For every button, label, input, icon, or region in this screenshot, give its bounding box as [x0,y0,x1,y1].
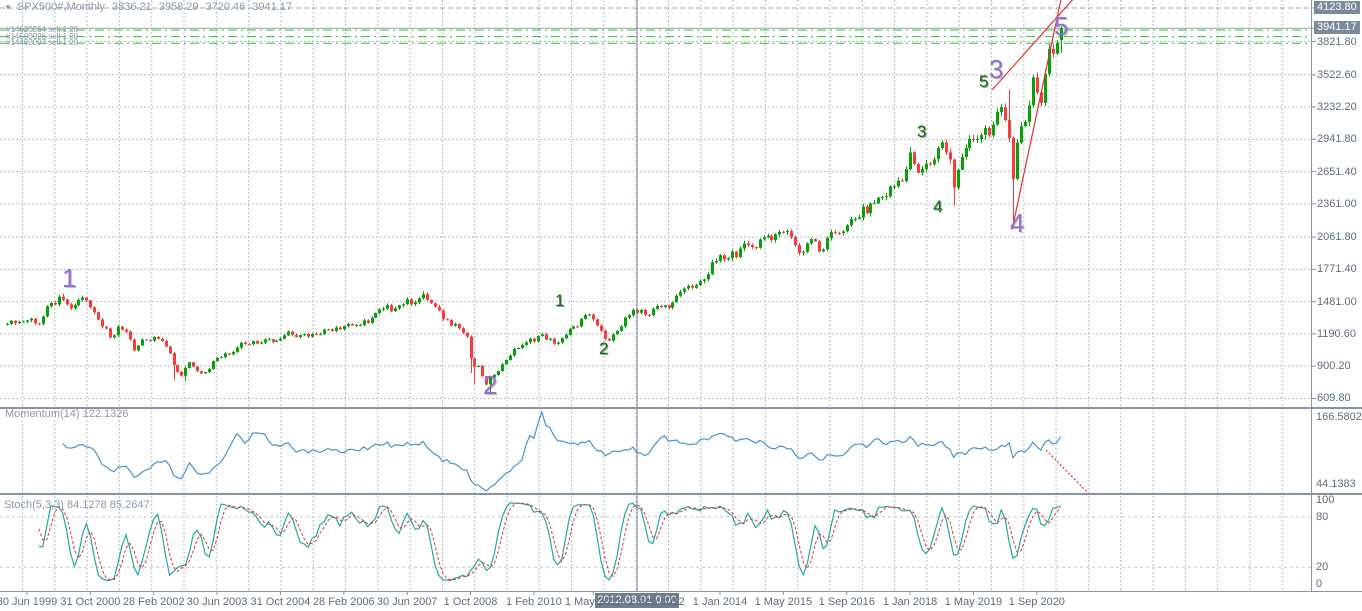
time-axis-label: 1 Sep 2016 [818,596,875,608]
time-axis-label: 1 Jan 2014 [692,596,748,608]
symbol-dropdown-icon[interactable]: ▼ [4,2,12,12]
price-axis-tick-label: 1190.60 [1317,327,1356,340]
price-axis-tick-label: 3232.20 [1317,101,1357,114]
price-axis-chip: 3941.17 [1314,21,1360,35]
ohlc-close: 3941.17 [252,1,293,13]
ohlc-high: 3958.29 [158,1,199,13]
momentum-indicator-label: Momentum(14) 122.1326 [5,408,129,420]
price-axis-tick-label: 3522.60 [1317,68,1357,81]
time-axis-label: 28 Feb 2002 [122,596,185,608]
wave-label-green: 4 [933,197,943,216]
wave-label-purple: 5 [1054,11,1069,41]
time-axis-label: 1 Feb 2010 [506,596,562,608]
price-axis-chip: 4123.80 [1314,1,1360,14]
price-axis-tick-label: 2941.80 [1317,133,1357,146]
wave-label-purple: 1 [62,263,77,293]
price-axis-tick-label: 2651.40 [1317,165,1357,178]
time-axis-label: 1 May 2015 [754,596,813,608]
time-axis-label: 30 Jun 2007 [376,596,438,608]
time-axis-label: 30 Jun 1999 [0,596,58,608]
wave-label-purple: 3 [989,54,1004,84]
time-axis-label: 1 May 2019 [944,596,1003,608]
chart-header: ▼ SPX500#,Monthly 3836.21 3958.29 3720.4… [4,1,292,13]
time-axis-label: 1 Jan 2018 [882,596,938,608]
time-axis-label: 30 Jun 2003 [186,596,248,608]
price-axis-tick-label: 1481.00 [1317,295,1357,308]
stoch-scale-label: 80 [1316,510,1329,523]
symbol-timeframe-label: SPX500#,Monthly [16,1,105,13]
ohlc-low: 3720.46 [205,1,246,13]
time-axis-label: 31 Oct 2000 [60,596,121,608]
price-axis-tick-label: 2061.80 [1317,231,1357,244]
wave-label-purple: 4 [1010,208,1025,238]
momentum-scale-min: 44.1383 [1316,478,1356,490]
stochastic-indicator-label: Stoch(5,3,3) 84.1278 85.2647 [4,499,150,511]
time-axis-label: 31 Oct 2004 [250,596,311,608]
time-axis-label: 28 Feb 2006 [312,596,375,608]
momentum-scale-max: 166.5802 [1316,411,1362,423]
time-axis-label: 1 Sep 2020 [1008,596,1065,608]
crosshair-date-chip: 2012.08.01 0:00 [595,593,679,608]
time-axis-label: 1 May 2011 [564,596,622,608]
wave-label-purple: 2 [483,370,498,400]
order-line-label[interactable]: #14620554 sell 1.00 [6,24,79,34]
ohlc-open: 3836.21 [111,1,152,13]
order-line-label[interactable]: #14590926 sell 1.00 [6,31,79,41]
price-axis-tick-label: 3821.80 [1317,35,1357,48]
candles-layer [6,26,1063,393]
wave-label-green: 3 [917,122,927,141]
price-axis-tick-label: 900.20 [1317,360,1351,373]
stoch-scale-label: 20 [1316,561,1329,574]
price-axis-tick-label: 1771.40 [1317,263,1357,276]
stoch-scale-label: 100 [1316,494,1335,506]
wave-label-green: 5 [979,72,989,91]
time-axis-label: 1 Oct 2008 [443,596,498,608]
price-axis-tick-label: 2361.00 [1317,197,1357,210]
wave-label-green: 1 [555,291,565,310]
order-line-label[interactable]: #14482007 sell 1.00 [6,38,79,48]
stoch-scale-label: 0 [1316,578,1323,590]
time-axis-label: 1 Sep 2012 [628,596,685,608]
wave-label-green: 2 [599,339,609,358]
price-axis-tick-label: 609.80 [1317,392,1351,405]
